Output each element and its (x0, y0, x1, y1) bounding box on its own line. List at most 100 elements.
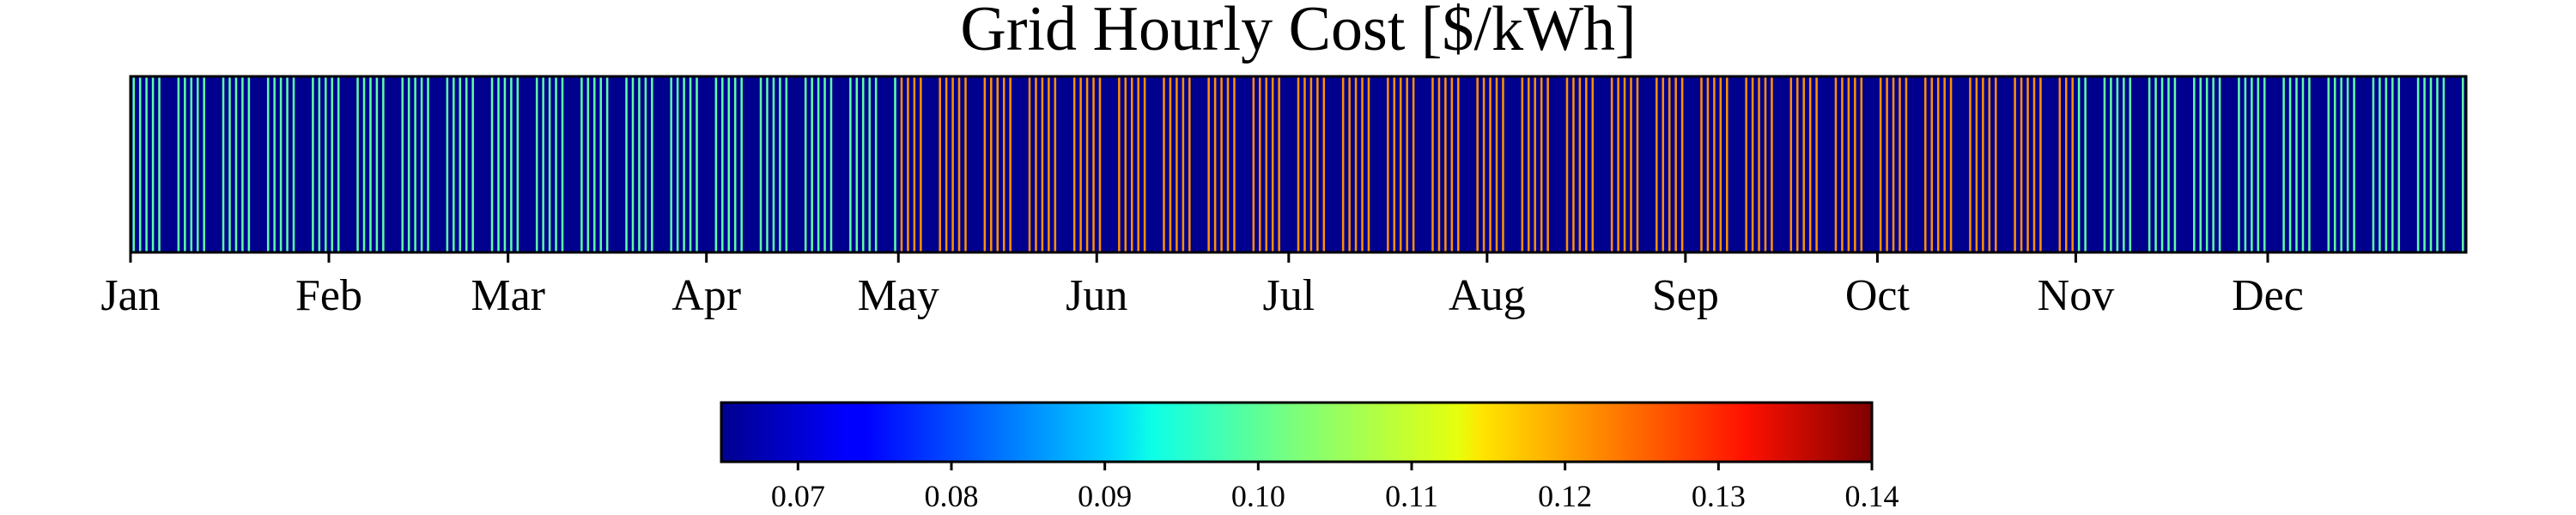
x-tick-label: Jul (1262, 271, 1315, 320)
x-tick-label: Feb (295, 271, 362, 320)
heatmap-cell (2123, 76, 2125, 252)
heatmap-cell (1092, 76, 1095, 252)
heatmap-cell (2301, 76, 2305, 252)
heatmap-cell (1534, 76, 1536, 252)
heatmap-cell (177, 76, 180, 252)
heatmap-cell (1278, 76, 1280, 252)
heatmap-cell (2167, 76, 2170, 252)
heatmap-cell (2110, 76, 2112, 252)
heatmap-cell (1048, 76, 1050, 252)
heatmap-cell (1348, 76, 1351, 252)
colorbar-gradient (720, 401, 1874, 464)
heatmap-cell (1124, 76, 1127, 252)
colorbar: 0.07 0.08 0.09 0.10 0.11 0.12 0.13 0.14 (720, 401, 1899, 513)
heatmap-cell (644, 76, 647, 252)
heatmap-cell (1361, 76, 1364, 252)
heatmap-cell (696, 76, 698, 252)
heatmap-cell (957, 76, 961, 252)
x-tick-label: Oct (1845, 271, 1911, 320)
heatmap-cell (2391, 76, 2394, 252)
heatmap-cell (1879, 76, 1882, 252)
heatmap-cell (286, 76, 289, 252)
heatmap-cell (1444, 76, 1447, 252)
heatmap-cell (1176, 76, 1178, 252)
heatmap-cell (471, 76, 474, 252)
heatmap-cell (407, 76, 410, 252)
heatmap-cell (2308, 76, 2311, 252)
heatmap-cell (401, 76, 404, 252)
heatmap-cell (234, 76, 238, 252)
heatmap-cell (683, 76, 685, 252)
heatmap-cell (1674, 76, 1677, 252)
heatmap-cell (945, 76, 948, 252)
heatmap-cell (2103, 76, 2106, 252)
heatmap-cell (1213, 76, 1217, 252)
heatmap-cell (2340, 76, 2342, 252)
heatmap-cell (855, 76, 859, 252)
heatmap-cell (1847, 76, 1850, 252)
heatmap-cell (1988, 76, 1991, 252)
colorbar-tick-label: 0.13 (1692, 479, 1746, 513)
heatmap-cell (2026, 76, 2029, 252)
heatmap-cell (2244, 76, 2247, 252)
heatmap-cell (145, 76, 148, 252)
heatmap-cell (920, 76, 922, 252)
heatmap-cell (983, 76, 987, 252)
heatmap-cell (2295, 76, 2298, 252)
heatmap-cell (2462, 76, 2464, 252)
heatmap-cell (1406, 76, 1408, 252)
heatmap-cell (1610, 76, 1613, 252)
heatmap-cell (1118, 76, 1121, 252)
heatmap-cell (1316, 76, 1319, 252)
chart-title: Grid Hourly Cost [$/kWh] (960, 0, 1636, 64)
x-tick-label: Sep (1652, 271, 1719, 320)
heatmap-cell (1719, 76, 1722, 252)
heatmap-cell (279, 76, 283, 252)
heatmap-cell (2160, 76, 2164, 252)
heatmap-cell (964, 76, 967, 252)
heatmap-cell (1072, 76, 1076, 252)
heatmap-cell (2199, 76, 2202, 252)
heatmap-cell (1137, 76, 1139, 252)
heatmap-cell (1028, 76, 1031, 252)
heatmap-cell (555, 76, 557, 252)
heatmap-cell (292, 76, 295, 252)
heatmap-cell (907, 76, 909, 252)
heatmap-cell (497, 76, 500, 252)
heatmap-cell (2397, 76, 2401, 252)
heatmap-cell (2346, 76, 2349, 252)
heatmap-cell (2218, 76, 2221, 252)
x-tick-label: Apr (671, 271, 741, 320)
heatmap-cell (1367, 76, 1370, 252)
heatmap-cell (1982, 76, 1984, 252)
heatmap-cell (2077, 76, 2081, 252)
x-tick-label: Nov (2038, 271, 2115, 320)
heatmap-cell (190, 76, 193, 252)
heatmap-cell (542, 76, 544, 252)
heatmap-cell (1802, 76, 1805, 252)
heatmap-cell (151, 76, 155, 252)
heatmap-cell (1764, 76, 1767, 252)
heatmap-cell (510, 76, 513, 252)
heatmap-cell (132, 76, 135, 252)
heatmap-cell (427, 76, 429, 252)
heatmap-cell (1303, 76, 1306, 252)
heatmap-cell (1668, 76, 1671, 252)
colorbar-ticks: 0.07 0.08 0.09 0.10 0.11 0.12 0.13 0.14 (771, 462, 1899, 513)
heatmap-cell (733, 76, 737, 252)
heatmap-cell (651, 76, 653, 252)
heatmap-cell (2436, 76, 2439, 252)
heatmap-cell (362, 76, 366, 252)
heatmap-cell (1482, 76, 1485, 252)
heatmap-cell (1079, 76, 1082, 252)
heatmap-cell (1745, 76, 1747, 252)
colorbar-tick-label: 0.08 (925, 479, 979, 513)
heatmap-cell (1476, 76, 1479, 252)
heatmap-cell (1636, 76, 1639, 252)
heatmap-cell (2084, 76, 2087, 252)
heatmap-cell (638, 76, 641, 252)
heatmap-cell (631, 76, 635, 252)
heatmap-cell (2423, 76, 2426, 252)
heatmap-cell (580, 76, 583, 252)
heatmap-cell (861, 76, 865, 252)
